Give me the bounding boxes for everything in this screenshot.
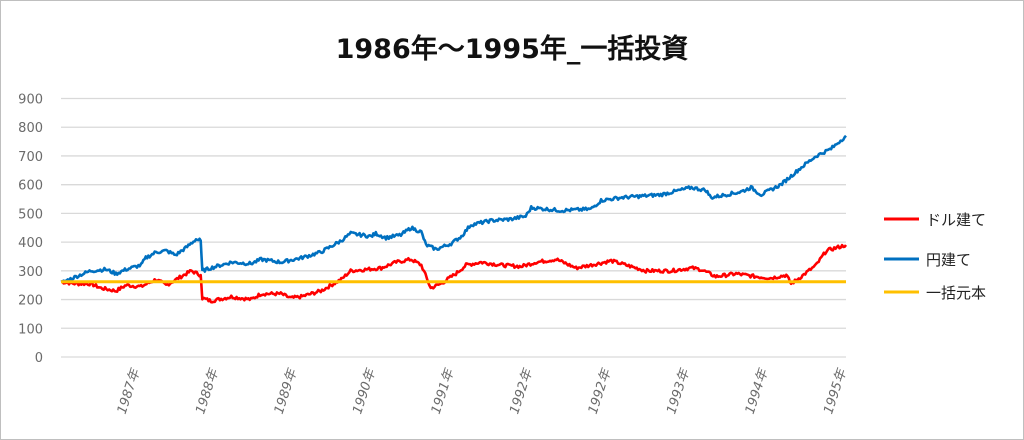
x-tick-label: 1992年 <box>586 366 615 416</box>
x-tick-label: 1990年 <box>350 366 379 416</box>
x-tick-label: 1991年 <box>429 366 458 416</box>
y-tick-label: 500 <box>18 207 43 222</box>
y-tick-label: 600 <box>18 179 43 194</box>
series-line-1 <box>60 243 848 304</box>
legend-label: 円建て <box>926 251 971 269</box>
y-tick-label: 700 <box>18 150 43 165</box>
x-tick-label: 1988年 <box>193 366 222 416</box>
x-tick-label: 1994年 <box>743 366 772 416</box>
y-tick-label: 100 <box>18 322 43 337</box>
x-tick-label: 1987年 <box>115 366 144 416</box>
y-tick-label: 800 <box>18 121 43 136</box>
y-tick-label: 400 <box>18 236 43 251</box>
legend-label: 一括元本 <box>926 284 986 302</box>
x-tick-label: 1989年 <box>272 366 301 416</box>
x-tick-label: 1993年 <box>664 366 693 416</box>
y-tick-label: 900 <box>18 93 43 108</box>
series-line-2 <box>60 134 847 283</box>
y-tick-label: 300 <box>18 265 43 280</box>
y-tick-label: 0 <box>35 351 43 366</box>
y-tick-label: 200 <box>18 294 43 309</box>
x-tick-label: 1995年 <box>821 366 850 416</box>
legend-label: ドル建て <box>926 211 986 229</box>
chart-title: 1986年～1995年_一括投資 <box>335 34 689 65</box>
x-tick-label: 1992年 <box>507 366 536 416</box>
